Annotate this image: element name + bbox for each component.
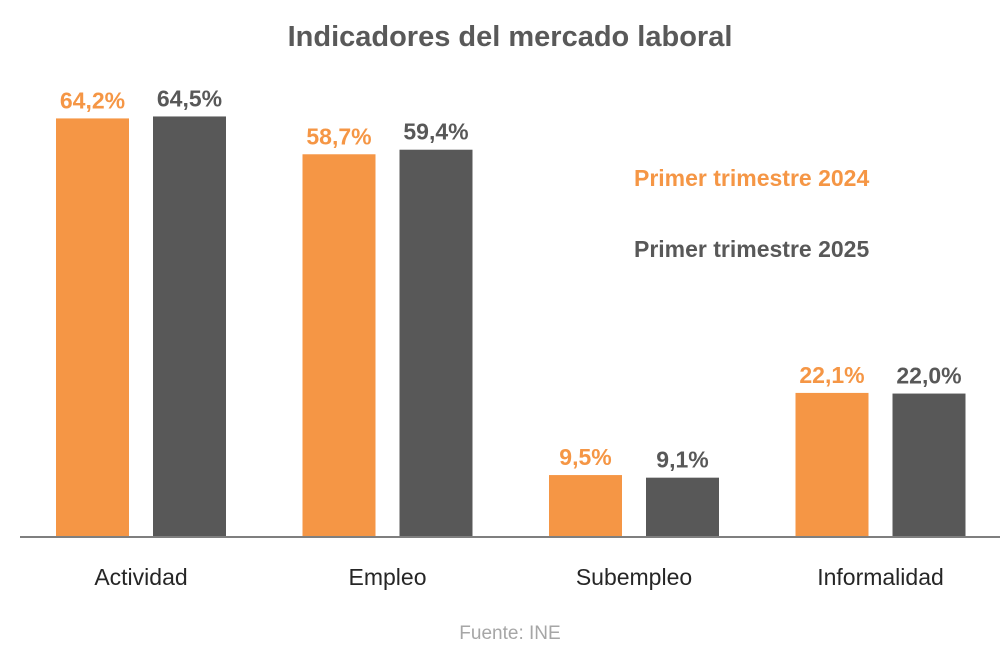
value-label-informalidad-2: 22,0% [896,363,961,389]
bar-subempleo-2 [646,477,719,537]
value-label-informalidad-1: 22,1% [799,362,864,388]
value-labels-group: 64,2% 64,5% 58,7% 59,4% 9,5% 9,1% 22,1% 22,0% [60,85,962,472]
value-label-empleo-1: 58,7% [306,123,371,149]
bar-empleo-2 [399,149,473,537]
value-label-actividad-1: 64,2% [60,87,125,113]
bar-actividad-2 [153,116,226,538]
bar-informalidad-1 [795,392,869,537]
category-label-empleo: Empleo [349,564,427,590]
value-label-subempleo-2: 9,1% [656,447,708,473]
source-note: Fuente: INE [459,623,560,644]
legend-item-2: Primer trimestre 2025 [634,236,869,262]
bar-empleo-1 [302,154,376,537]
category-label-actividad: Actividad [94,564,187,590]
bars-group [56,116,966,538]
bar-informalidad-2 [892,393,966,537]
bar-subempleo-1 [549,475,622,537]
value-label-empleo-2: 59,4% [403,119,468,145]
legend-item-1: Primer trimestre 2024 [634,165,869,191]
value-label-actividad-2: 64,5% [157,85,222,111]
value-label-subempleo-1: 9,5% [559,444,611,470]
category-label-subempleo: Subempleo [576,564,692,590]
legend: Primer trimestre 2024 Primer trimestre 20… [634,165,869,262]
category-labels-group: Actividad Empleo Subempleo Informalidad [94,564,943,590]
bar-actividad-1 [56,118,129,537]
category-label-informalidad: Informalidad [817,564,944,590]
chart-title: Indicadores del mercado laboral [288,21,733,53]
